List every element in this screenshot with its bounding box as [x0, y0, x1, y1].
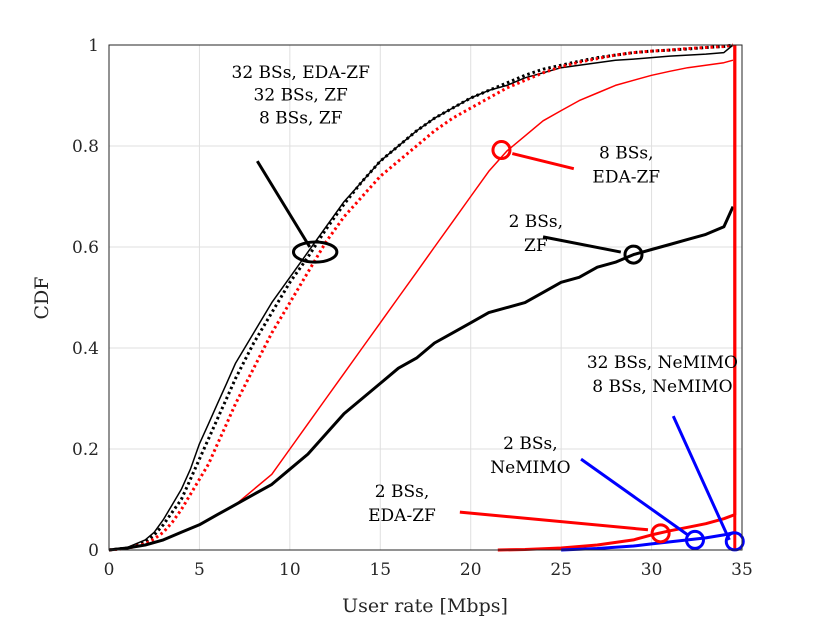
- x-tick-label: 5: [194, 560, 205, 580]
- callout-32-8-nemimo-leader: [671, 415, 731, 541]
- y-axis-label: CDF: [31, 277, 53, 320]
- x-tick-label: 30: [641, 560, 663, 580]
- 8-bss-edazf-label: 8 BSs, EDA-ZF: [592, 144, 660, 188]
- callout-layer: [256, 140, 745, 552]
- y-tick-label: 0.4: [72, 339, 99, 359]
- 32-8-bss-nemimo-label: 32 BSs, NeMIMO 8 BSs, NeMIMO: [587, 353, 738, 397]
- series-line-4: [108, 205, 735, 552]
- grid: [109, 45, 742, 550]
- callout-8-edazf-leader: [511, 152, 575, 171]
- series-line-2: [108, 43, 734, 552]
- x-tick-label: 15: [369, 560, 391, 580]
- x-tick-label: 10: [279, 560, 301, 580]
- y-tick-label: 0.6: [72, 238, 99, 258]
- callout-2-nemimo-marker: [684, 529, 705, 550]
- y-tick-labels: 0 0.2 0.4 0.6 0.8 1: [72, 36, 99, 561]
- x-tick-label: 20: [460, 560, 482, 580]
- series-line-0: [108, 44, 734, 551]
- x-tick-labels: 0 5 10 15 20 25 30 35: [104, 560, 753, 580]
- series-layer: [108, 43, 737, 552]
- callout-2-zf-marker: [623, 244, 644, 265]
- callout-32-8-zf-marker: [291, 240, 339, 264]
- 2-bss-edazf-label: 2 BSs, EDA-ZF: [368, 482, 436, 526]
- y-tick-label: 1: [88, 36, 99, 56]
- annotation-layer: 32 BSs, EDA-ZF 32 BSs, ZF8 BSs, ZF 8 BSs, E…: [232, 63, 738, 526]
- y-tick-label: 0.2: [72, 440, 99, 460]
- callout-32-8-zf-leader: [256, 160, 312, 248]
- callout-2-edazf-leader: [459, 510, 649, 532]
- y-tick-label: 0.8: [72, 137, 99, 157]
- 2-bss-zf-label: 2 BSs, ZF: [509, 212, 564, 256]
- x-tick-label: 25: [550, 560, 572, 580]
- 32-bss-edazf-label: 32 BSs, EDA-ZF: [232, 63, 371, 83]
- callout-2-nemimo-leader: [580, 457, 689, 537]
- plot-frame: [108, 44, 743, 551]
- series-line-6: [561, 530, 736, 552]
- 2-bss-nemimo-label: 2 BSs, NeMIMO: [490, 434, 570, 478]
- y-tick-label: 0: [88, 541, 99, 561]
- 32-bss-zf-label: 32 BSs, ZF: [254, 86, 349, 106]
- x-axis-label: User rate [Mbps]: [342, 595, 508, 617]
- x-tick-label: 0: [104, 560, 115, 580]
- x-tick-label: 35: [731, 560, 753, 580]
- callout-2-edazf-marker: [650, 523, 671, 544]
- callout-2-zf-leader: [542, 235, 622, 254]
- 8-bss-zf-label: 8 BSs, ZF: [259, 108, 343, 128]
- callout-8-edazf-marker: [491, 140, 512, 161]
